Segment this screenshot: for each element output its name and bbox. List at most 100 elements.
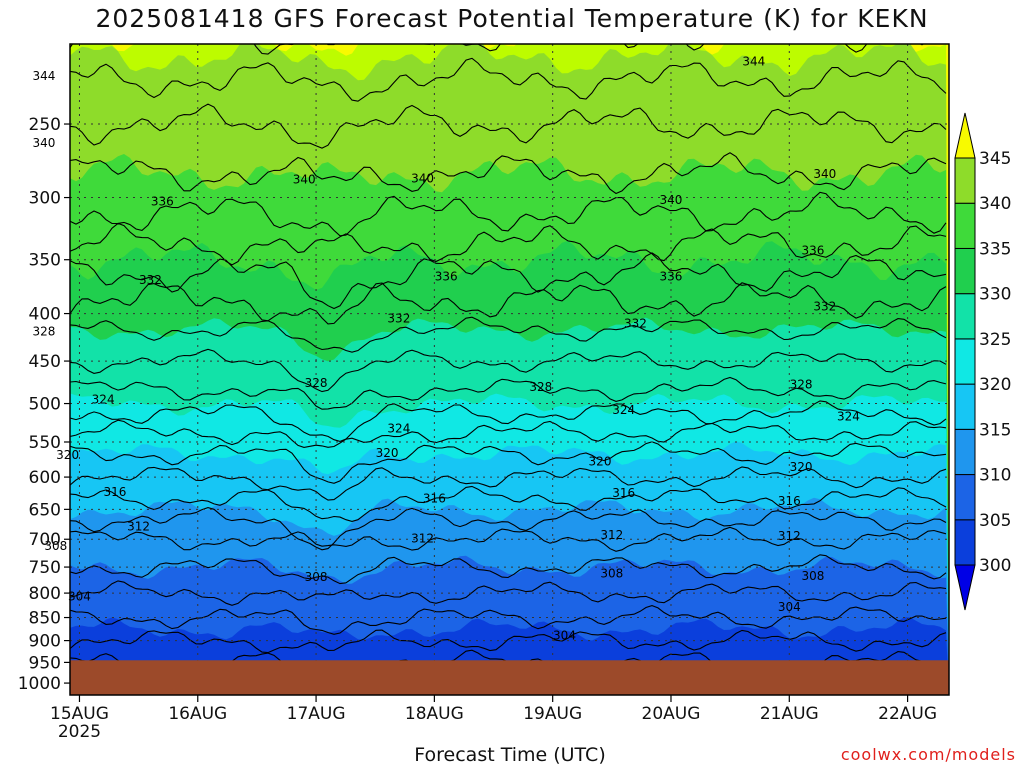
contour-label-308: 308 xyxy=(305,570,328,584)
contour-label-340: 340 xyxy=(293,173,316,187)
contour-label-324: 324 xyxy=(387,422,410,436)
y-tick-label-550: 550 xyxy=(29,433,61,453)
y-tick-label-950: 950 xyxy=(29,653,61,673)
contour-label-316: 316 xyxy=(778,494,801,508)
x-tick-sublabel: 2025 xyxy=(58,722,101,742)
isotherm-306 xyxy=(70,605,947,635)
isotherm-342 xyxy=(70,103,947,149)
x-tick-label-20AUG: 20AUG xyxy=(642,704,701,724)
contour-label-304: 304 xyxy=(68,590,91,604)
contour-label-328: 328 xyxy=(305,376,328,390)
contour-label-316: 316 xyxy=(612,486,635,500)
isotherm-320 xyxy=(70,441,947,484)
contour-label-328: 328 xyxy=(33,324,56,338)
y-tick-label-850: 850 xyxy=(29,609,61,629)
colorbar-label-320: 320 xyxy=(979,375,1011,395)
y-tick-label-750: 750 xyxy=(29,558,61,578)
colorbar-seg-340 xyxy=(954,157,976,204)
isotherm-contours xyxy=(70,44,947,678)
y-tick-label-500: 500 xyxy=(29,395,61,415)
contour-label-312: 312 xyxy=(411,532,434,546)
contour-label-312: 312 xyxy=(127,519,150,533)
contour-label-332: 332 xyxy=(813,299,836,313)
x-tick-label-22AUG: 22AUG xyxy=(878,704,937,724)
isotherm-316 xyxy=(70,485,947,522)
chart-title: 2025081418 GFS Forecast Potential Temper… xyxy=(95,4,929,33)
colorbar-label-305: 305 xyxy=(979,511,1011,531)
y-tick-label-350: 350 xyxy=(29,251,61,271)
colorbar-label-330: 330 xyxy=(979,285,1011,305)
x-axis-title: Forecast Time (UTC) xyxy=(414,744,606,766)
contour-label-340: 340 xyxy=(411,171,434,185)
colorbar-label-340: 340 xyxy=(979,194,1011,214)
isotherm-310 xyxy=(70,554,947,585)
colorbar-seg-310 xyxy=(954,428,976,476)
isotherm-334 xyxy=(70,252,947,310)
isotherm-324 xyxy=(70,400,947,442)
isotherm-304 xyxy=(70,629,947,654)
contour-label-320: 320 xyxy=(56,448,79,462)
y-tick-label-900: 900 xyxy=(29,632,61,652)
contour-label-332: 332 xyxy=(387,312,410,326)
x-tick-label-15AUG: 15AUG xyxy=(50,704,109,724)
contour-label-308: 308 xyxy=(801,569,824,583)
x-tick-label-16AUG: 16AUG xyxy=(168,704,227,724)
y-tick-label-300: 300 xyxy=(29,189,61,209)
contour-label-312: 312 xyxy=(778,529,801,543)
isotherm-312 xyxy=(70,526,947,552)
isotherm-314 xyxy=(70,507,947,551)
y-tick-label-700: 700 xyxy=(29,530,61,550)
contour-label-332: 332 xyxy=(624,317,647,331)
plot-frame xyxy=(69,43,950,696)
isotherm-332 xyxy=(70,282,947,325)
contour-label-316: 316 xyxy=(104,485,127,499)
contour-label-308: 308 xyxy=(600,566,623,580)
colorbar-label-315: 315 xyxy=(979,420,1011,440)
y-axis: 250 300 350 400 450 500 550 600 650 700 750 800 850 9… xyxy=(18,115,70,694)
colorbar-label-310: 310 xyxy=(979,466,1011,486)
y-tick-label-600: 600 xyxy=(29,468,61,488)
x-tick-label-19AUG: 19AUG xyxy=(523,704,582,724)
y-tick-label-400: 400 xyxy=(29,305,61,325)
contour-label-344: 344 xyxy=(33,69,56,83)
colorbar-label-300: 300 xyxy=(979,556,1011,576)
contour-label-344: 344 xyxy=(742,54,765,68)
contour-label-304: 304 xyxy=(553,629,576,643)
isotherm-322 xyxy=(70,419,947,448)
colorbar-under-arrow xyxy=(954,564,976,611)
contour-label-328: 328 xyxy=(790,378,813,392)
colorbar-seg-315 xyxy=(954,383,976,430)
contour-label-320: 320 xyxy=(589,454,612,468)
y-tick-label-450: 450 xyxy=(29,352,61,372)
contour-label-324: 324 xyxy=(837,409,860,423)
colorbar-seg-325 xyxy=(954,293,976,340)
isotherm-338 xyxy=(70,191,947,237)
credit-text: coolwx.com/models xyxy=(840,745,1016,764)
colorbar-seg-335 xyxy=(954,202,976,249)
isotherm-336 xyxy=(70,222,947,266)
y-tick-label-250: 250 xyxy=(29,115,61,135)
contour-label-336: 336 xyxy=(801,243,824,257)
contour-label-324: 324 xyxy=(612,403,635,417)
contour-label-316: 316 xyxy=(423,492,446,506)
colorbar-seg-330 xyxy=(954,247,976,295)
isotherm-308 xyxy=(70,580,947,606)
ground-below-surface xyxy=(70,660,949,695)
contour-label-308: 308 xyxy=(44,539,67,553)
x-tick-label-18AUG: 18AUG xyxy=(405,704,464,724)
colorbar-label-335: 335 xyxy=(979,239,1011,259)
contour-label-312: 312 xyxy=(600,528,623,542)
contour-label-324: 324 xyxy=(92,393,115,407)
contour-label-320: 320 xyxy=(376,446,399,460)
contour-label-340: 340 xyxy=(660,193,683,207)
isotherm-330 xyxy=(70,316,947,353)
contour-label-340: 340 xyxy=(33,136,56,150)
theta-color-fill xyxy=(70,44,949,695)
y-tick-label-650: 650 xyxy=(29,500,61,520)
contour-label-332: 332 xyxy=(139,273,162,287)
contour-label-340: 340 xyxy=(813,167,836,181)
isotherm-326 xyxy=(70,376,947,410)
isotherm-328 xyxy=(70,348,947,393)
colorbar-label-325: 325 xyxy=(979,330,1011,350)
